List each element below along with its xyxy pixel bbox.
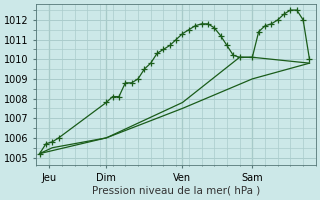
X-axis label: Pression niveau de la mer( hPa ): Pression niveau de la mer( hPa ) (92, 186, 260, 196)
